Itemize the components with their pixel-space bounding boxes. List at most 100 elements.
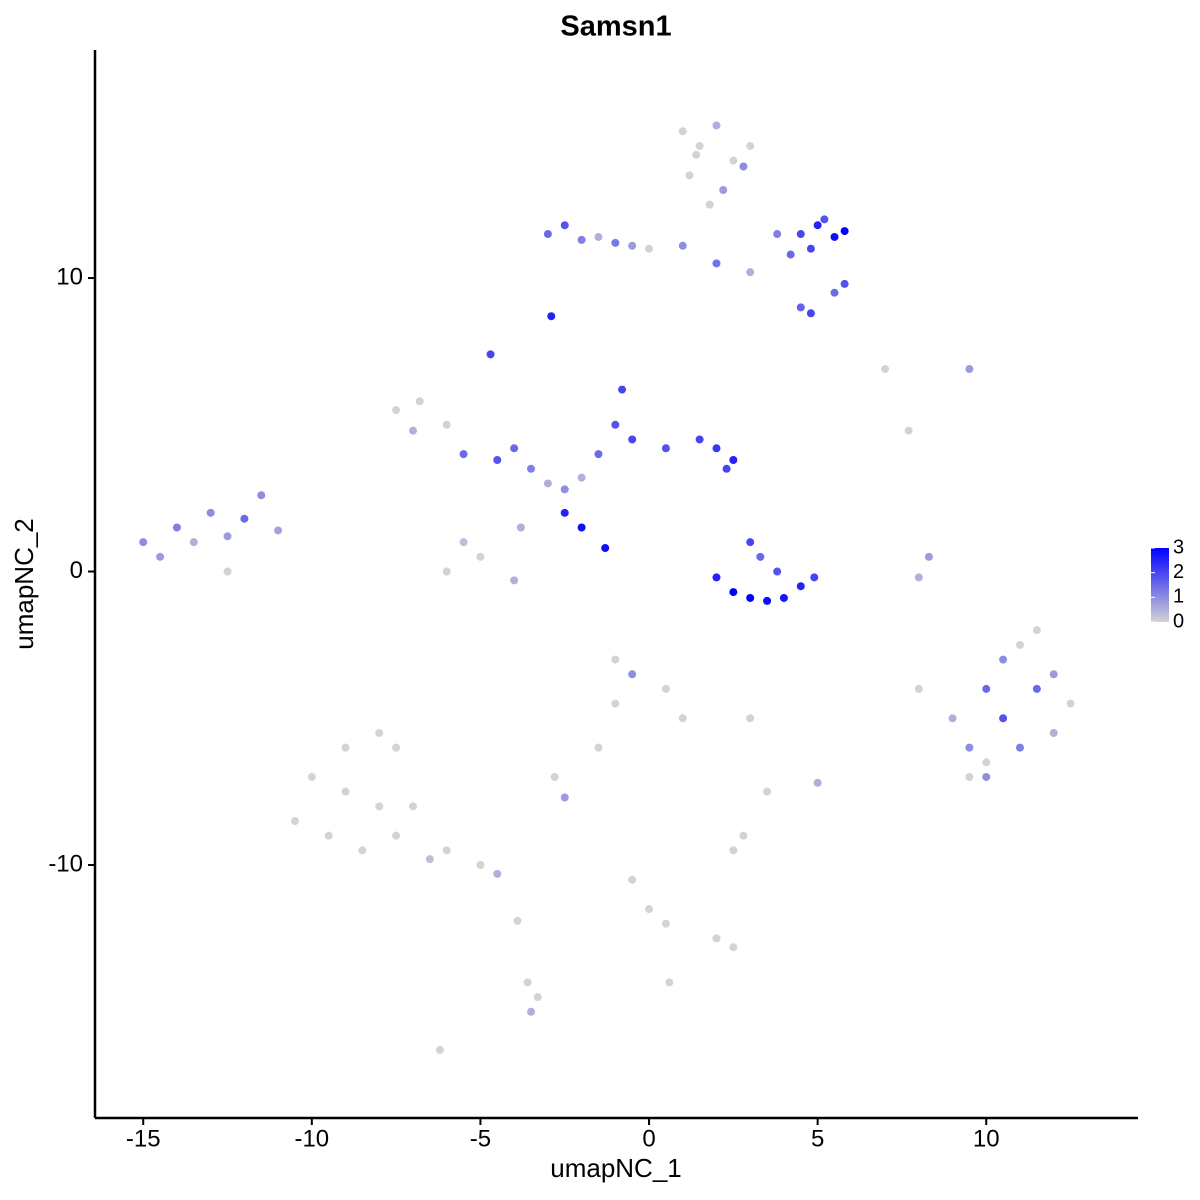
point xyxy=(695,141,704,150)
point xyxy=(392,406,401,415)
point xyxy=(476,552,485,561)
point xyxy=(678,241,687,250)
point xyxy=(773,567,782,576)
point xyxy=(746,268,755,277)
point xyxy=(881,365,890,374)
point xyxy=(796,582,805,591)
point xyxy=(729,846,738,855)
point xyxy=(904,426,913,435)
point xyxy=(425,855,434,864)
point xyxy=(628,670,637,679)
point xyxy=(661,684,670,693)
point xyxy=(712,573,721,582)
y-tick-label: 10 xyxy=(56,263,83,290)
point xyxy=(358,846,367,855)
point xyxy=(796,230,805,239)
point xyxy=(763,787,772,796)
point xyxy=(415,397,424,406)
point xyxy=(290,816,299,825)
point xyxy=(510,576,519,585)
point xyxy=(442,567,451,576)
point xyxy=(527,464,536,473)
point xyxy=(965,743,974,752)
x-tick-label: -5 xyxy=(470,1125,491,1152)
point xyxy=(577,523,586,532)
colorbar-tick-label: 1 xyxy=(1173,586,1184,608)
colorbar xyxy=(1151,548,1169,622)
y-tick-label: 0 xyxy=(70,557,83,584)
point xyxy=(459,538,468,547)
point xyxy=(550,772,559,781)
point xyxy=(763,596,772,605)
point xyxy=(628,435,637,444)
point xyxy=(746,141,755,150)
point xyxy=(712,259,721,268)
point xyxy=(712,121,721,130)
colorbar-tick-label: 3 xyxy=(1173,536,1184,558)
point xyxy=(685,171,694,180)
point xyxy=(739,831,748,840)
point xyxy=(692,150,701,159)
chart-title: Samsn1 xyxy=(560,11,671,43)
point xyxy=(1049,670,1058,679)
point xyxy=(459,450,468,459)
point xyxy=(543,479,552,488)
point xyxy=(577,473,586,482)
point xyxy=(645,905,654,914)
point xyxy=(547,312,556,321)
point xyxy=(486,350,495,359)
point xyxy=(712,934,721,943)
point xyxy=(543,230,552,239)
point xyxy=(274,526,283,535)
point xyxy=(739,162,748,171)
point xyxy=(965,772,974,781)
point xyxy=(577,235,586,244)
point xyxy=(1066,699,1075,708)
colorbar-tick-label: 2 xyxy=(1173,561,1184,583)
point xyxy=(189,538,198,547)
point xyxy=(560,485,569,494)
point xyxy=(1015,743,1024,752)
point xyxy=(806,309,815,318)
point xyxy=(560,221,569,230)
x-tick-label: 5 xyxy=(811,1125,824,1152)
point xyxy=(1049,728,1058,737)
point xyxy=(705,200,714,209)
point xyxy=(665,978,674,987)
point xyxy=(442,846,451,855)
point xyxy=(746,538,755,547)
point xyxy=(729,943,738,952)
point xyxy=(678,127,687,136)
point xyxy=(813,221,822,230)
point xyxy=(257,491,266,500)
point xyxy=(139,538,148,547)
point xyxy=(820,215,829,224)
point xyxy=(722,464,731,473)
point xyxy=(982,684,991,693)
point xyxy=(840,279,849,288)
point xyxy=(628,875,637,884)
point xyxy=(1032,684,1041,693)
point xyxy=(982,758,991,767)
point xyxy=(719,185,728,194)
point xyxy=(830,232,839,241)
point xyxy=(914,684,923,693)
point xyxy=(756,552,765,561)
point xyxy=(392,743,401,752)
point xyxy=(560,508,569,517)
point xyxy=(840,227,849,236)
point xyxy=(661,919,670,928)
point xyxy=(594,232,603,241)
point xyxy=(965,365,974,374)
point xyxy=(611,238,620,247)
point xyxy=(712,444,721,453)
point xyxy=(156,552,165,561)
point xyxy=(810,573,819,582)
point xyxy=(729,588,738,597)
point xyxy=(392,831,401,840)
point xyxy=(914,573,923,582)
point xyxy=(435,1045,444,1054)
point xyxy=(746,714,755,723)
point xyxy=(408,426,417,435)
